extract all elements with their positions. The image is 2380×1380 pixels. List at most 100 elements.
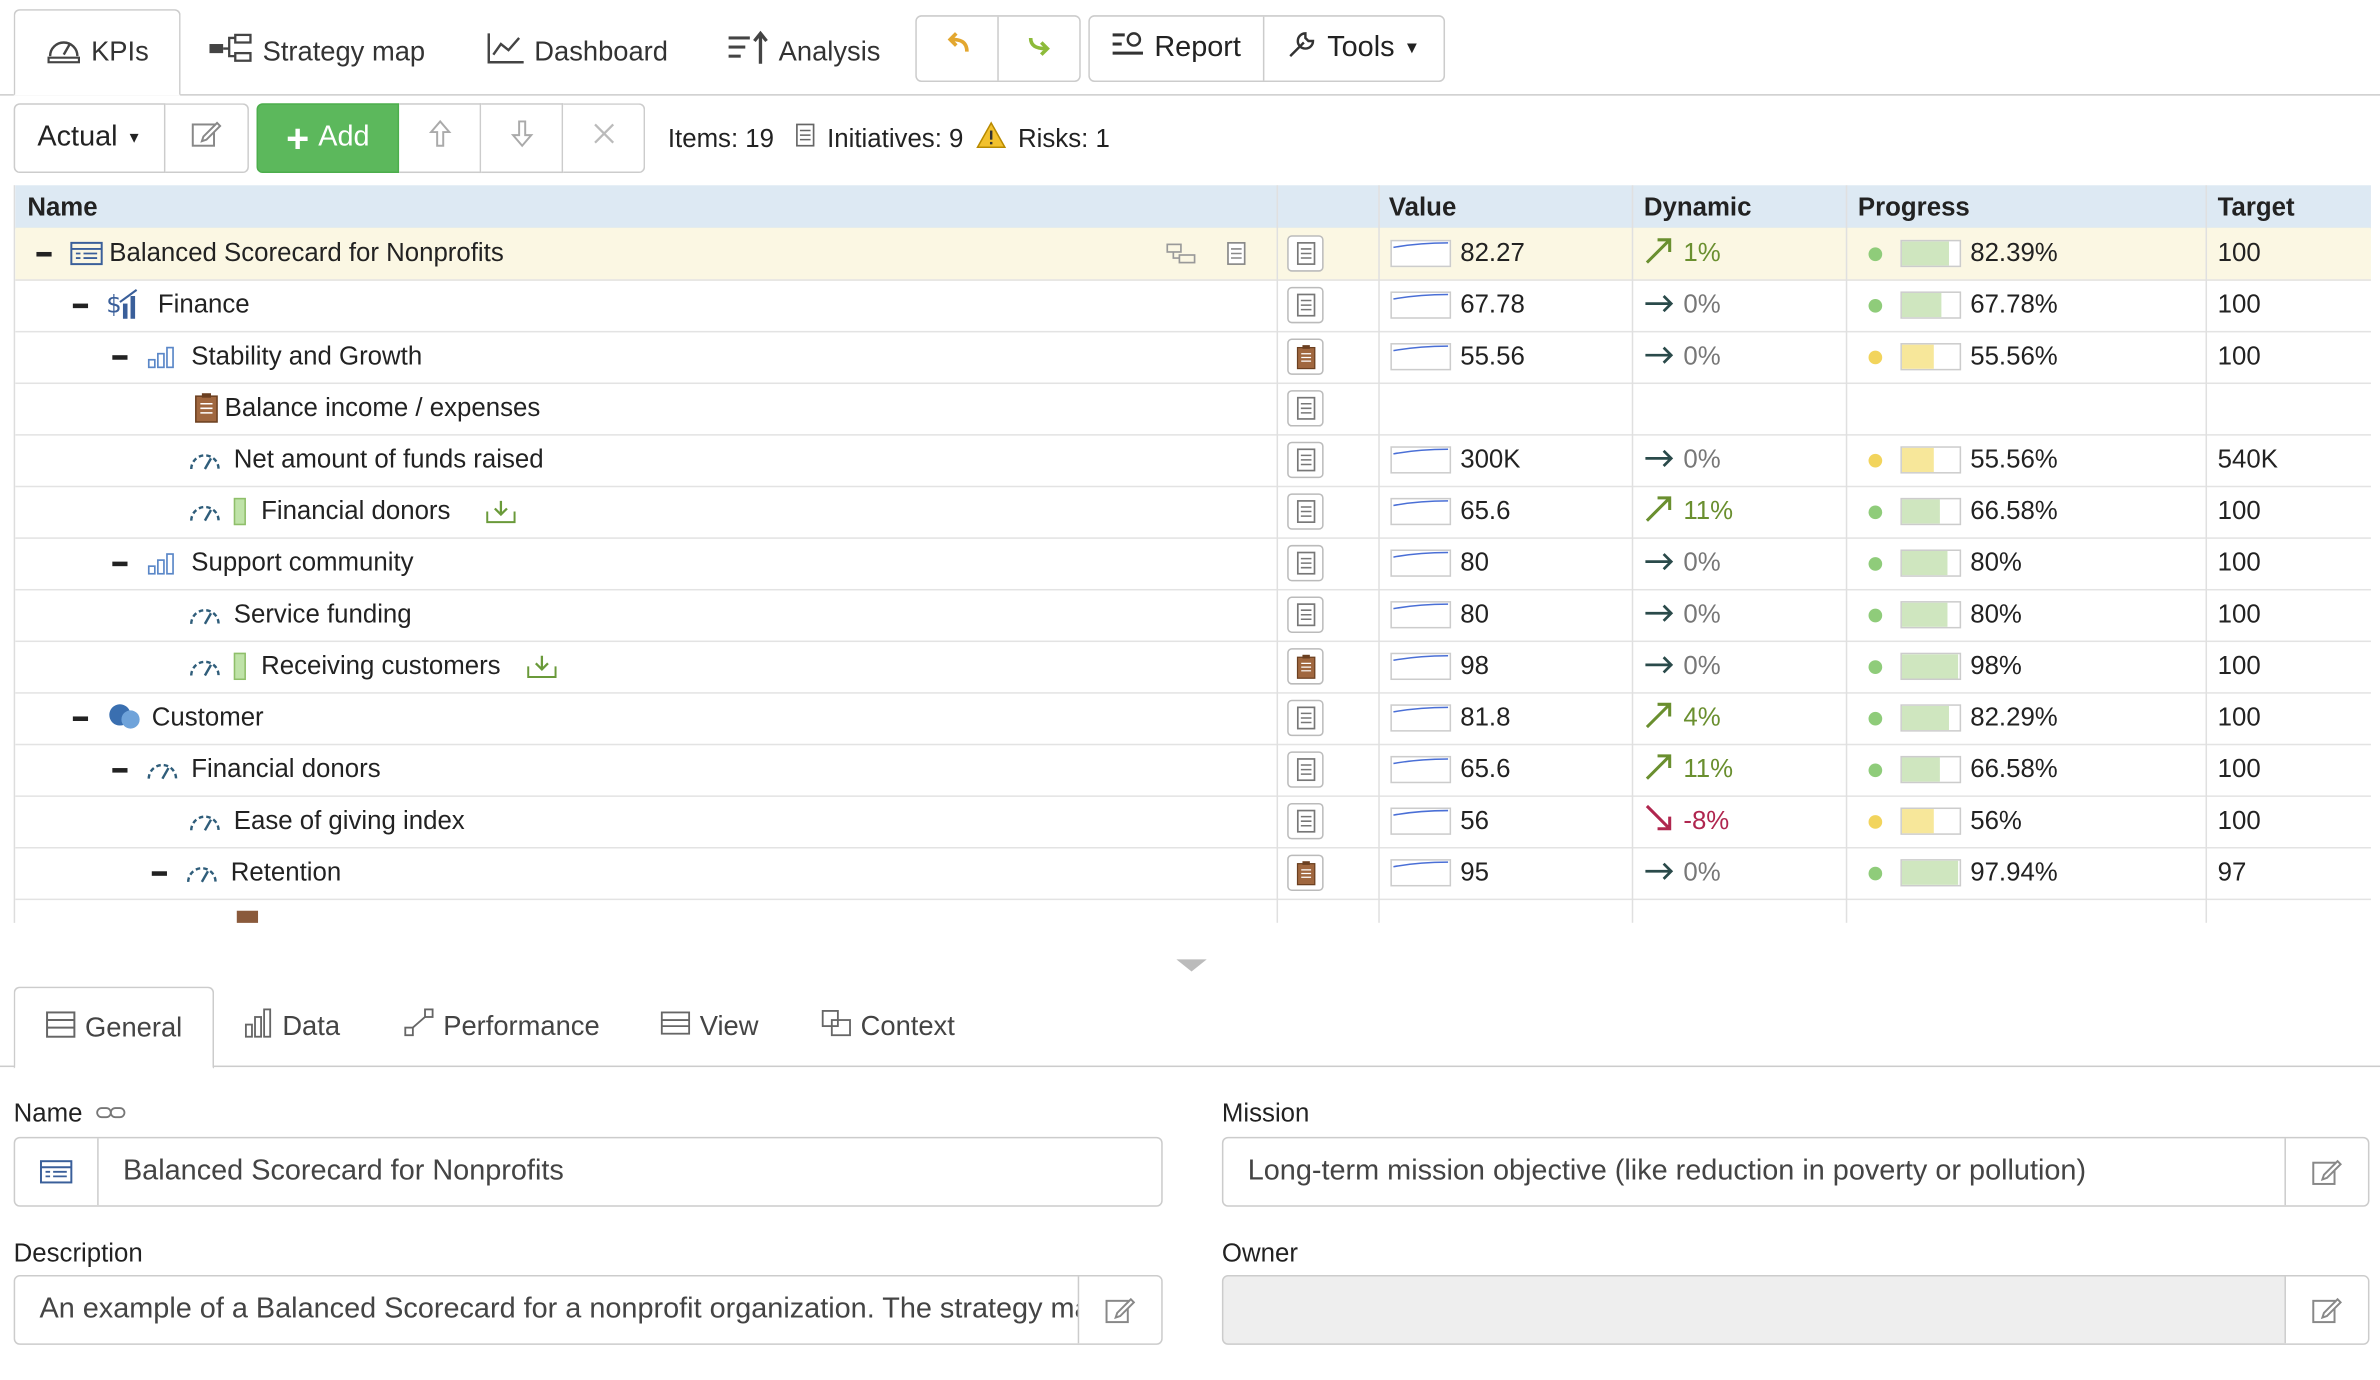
download-icon[interactable] bbox=[486, 486, 517, 538]
scenario-dropdown[interactable]: Actual ▼ bbox=[13, 103, 166, 174]
row-value: 67.78 bbox=[1460, 289, 1525, 319]
initiatives-button[interactable] bbox=[1287, 692, 1324, 744]
detail-tab-bar: General Data Performance View Context bbox=[0, 986, 2380, 1069]
value-cell: 95 bbox=[1390, 847, 1489, 899]
initiatives-button[interactable] bbox=[1287, 589, 1324, 641]
progress-bar bbox=[1900, 652, 1962, 681]
collapse-toggle[interactable] bbox=[36, 228, 52, 280]
initiatives-button[interactable] bbox=[1287, 641, 1324, 693]
collapse-toggle[interactable] bbox=[112, 537, 128, 589]
name-input[interactable]: Balanced Scorecard for Nonprofits bbox=[122, 1155, 564, 1187]
row-name: Service funding bbox=[233, 599, 412, 629]
delete-button[interactable] bbox=[563, 103, 646, 174]
initiatives-button[interactable] bbox=[1287, 795, 1324, 847]
collapse-toggle[interactable] bbox=[112, 744, 128, 796]
tools-dropdown[interactable]: Tools ▼ bbox=[1264, 17, 1443, 81]
tab-general[interactable]: General bbox=[13, 986, 215, 1069]
table-row[interactable]: Balance income / expenses bbox=[15, 383, 2371, 436]
tab-analysis[interactable]: Analysis bbox=[727, 9, 880, 94]
name-field[interactable]: Balanced Scorecard for Nonprofits bbox=[13, 1136, 1163, 1207]
collapse-toggle[interactable] bbox=[72, 692, 89, 744]
redo-icon bbox=[1025, 32, 1052, 65]
table-row[interactable]: Service funding 80 0% 80% 100 bbox=[15, 589, 2371, 643]
move-up-button[interactable] bbox=[399, 103, 482, 174]
edit-button[interactable] bbox=[165, 103, 249, 174]
tab-context[interactable]: Context bbox=[821, 987, 955, 1066]
move-down-button[interactable] bbox=[481, 103, 564, 174]
strategy-map-icon[interactable] bbox=[1166, 228, 1196, 280]
description-edit-button[interactable] bbox=[1077, 1276, 1161, 1344]
row-progress: 66.58% bbox=[1970, 754, 2058, 784]
initiatives-button[interactable] bbox=[1287, 486, 1324, 538]
table-row[interactable]: Net amount of funds raised 300K 0% 55.56% 54… bbox=[15, 434, 2371, 488]
panel-splitter[interactable] bbox=[1176, 959, 1207, 972]
add-button[interactable]: + Add bbox=[256, 103, 400, 174]
edit-icon bbox=[2312, 1286, 2342, 1333]
report-button[interactable]: Report bbox=[1090, 16, 1265, 81]
row-name: Ease of giving index bbox=[233, 806, 465, 835]
dynamic-cell: 0% bbox=[1644, 537, 1721, 589]
value-cell: 98 bbox=[1390, 641, 1489, 693]
table-row[interactable]: Customer 81.8 4% 82.29% 100 bbox=[15, 692, 2371, 746]
tab-kpis[interactable]: KPIs bbox=[13, 9, 181, 96]
mission-field[interactable]: Long-term mission objective (like reduct… bbox=[1221, 1136, 2370, 1207]
row-dynamic: 0% bbox=[1683, 444, 1721, 474]
table-row[interactable]: Financial donors 65.6 11% 66.58% 100 bbox=[15, 486, 2371, 539]
link-icon[interactable] bbox=[96, 1099, 126, 1128]
download-icon[interactable] bbox=[527, 641, 557, 693]
table-row[interactable]: Receiving customers 98 0% 98% 100 bbox=[15, 641, 2371, 694]
mission-input[interactable]: Long-term mission objective (like reduct… bbox=[1247, 1155, 2087, 1187]
col-name-header[interactable]: Name bbox=[27, 192, 98, 222]
owner-field[interactable] bbox=[1221, 1275, 2370, 1345]
description-field[interactable]: An example of a Balanced Scorecard for a… bbox=[13, 1275, 1163, 1345]
row-progress: 98% bbox=[1970, 651, 2022, 681]
description-input[interactable]: An example of a Balanced Scorecard for a… bbox=[39, 1293, 1078, 1326]
table-row[interactable]: Retention 95 0% 97.94% 97 bbox=[15, 847, 2371, 901]
initiatives-button[interactable] bbox=[1287, 383, 1324, 435]
col-target-header[interactable]: Target bbox=[2217, 192, 2295, 222]
tab-strategy-map[interactable]: Strategy map bbox=[208, 9, 425, 94]
tab-dashboard[interactable]: Dashboard bbox=[486, 9, 668, 94]
tab-data[interactable]: Data bbox=[243, 987, 340, 1066]
delete-icon bbox=[591, 121, 615, 154]
dynamic-cell: 0% bbox=[1644, 331, 1721, 383]
tab-view[interactable]: View bbox=[660, 987, 758, 1066]
initiatives-button[interactable] bbox=[1287, 847, 1324, 899]
bars-icon bbox=[146, 537, 179, 589]
collapse-toggle[interactable] bbox=[112, 331, 128, 383]
table-row[interactable]: $ Finance 67.78 0% 67.78% 100 bbox=[15, 279, 2371, 333]
initiative-icon[interactable] bbox=[1226, 228, 1246, 280]
tab-performance[interactable]: Performance bbox=[404, 987, 600, 1066]
table-row[interactable]: Balanced Scorecard for Nonprofits 82.27 1%… bbox=[15, 227, 2371, 281]
edit-icon bbox=[2312, 1148, 2342, 1195]
col-progress-header[interactable]: Progress bbox=[1857, 192, 1970, 222]
sparkline bbox=[1390, 652, 1452, 681]
status-dot bbox=[1868, 814, 1883, 829]
initiatives-button[interactable] bbox=[1287, 331, 1324, 383]
redo-button[interactable] bbox=[999, 17, 1079, 81]
collapse-toggle[interactable] bbox=[151, 847, 167, 899]
initiatives-button[interactable] bbox=[1287, 744, 1324, 796]
undo-icon bbox=[943, 32, 970, 65]
row-dynamic: 0% bbox=[1683, 547, 1721, 577]
table-row[interactable]: Stability and Growth 55.56 0% 55.56% 100 bbox=[15, 331, 2371, 385]
collapse-toggle[interactable] bbox=[72, 279, 89, 331]
col-value-header[interactable]: Value bbox=[1388, 192, 1457, 222]
initiatives-button[interactable] bbox=[1287, 228, 1324, 280]
owner-edit-button[interactable] bbox=[2284, 1276, 2368, 1344]
col-dynamic-header[interactable]: Dynamic bbox=[1643, 192, 1752, 222]
table-row[interactable]: Ease of giving index 56 -8% 56% 100 bbox=[15, 795, 2371, 849]
initiatives-button[interactable] bbox=[1287, 434, 1324, 486]
initiatives-button[interactable] bbox=[1287, 279, 1324, 331]
tab-dashboard-label: Dashboard bbox=[534, 35, 668, 67]
undo-button[interactable] bbox=[917, 16, 999, 81]
table-row[interactable]: Financial donors 65.6 11% 66.58% 100 bbox=[15, 744, 2371, 797]
row-name: Financial donors bbox=[261, 496, 451, 526]
progress-bar bbox=[1900, 704, 1962, 732]
row-dynamic: 0% bbox=[1683, 651, 1721, 681]
initiatives-button[interactable] bbox=[1287, 537, 1324, 589]
table-row[interactable]: Support community 80 0% 80% 100 bbox=[15, 537, 2371, 591]
undo-redo-group bbox=[915, 15, 1081, 82]
trend-flat-icon bbox=[1644, 858, 1674, 888]
mission-edit-button[interactable] bbox=[2284, 1138, 2367, 1206]
